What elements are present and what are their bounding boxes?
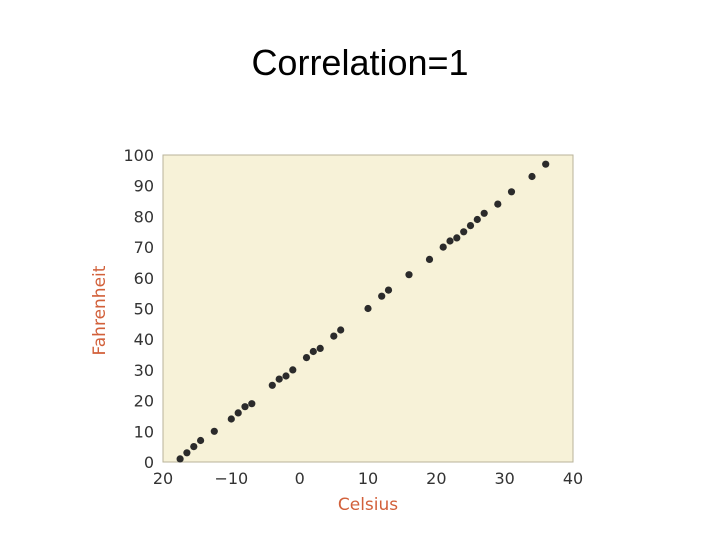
data-point-1 [176, 455, 184, 463]
x-tick-label: −10 [214, 469, 248, 488]
y-tick-labels: 0 10 20 30 40 50 60 70 80 90 100 [123, 146, 154, 472]
data-point-3 [190, 443, 198, 451]
y-tick-label: 70 [134, 238, 154, 257]
data-point-21 [384, 286, 393, 294]
data-point-30 [480, 209, 488, 217]
data-point-6 [227, 415, 235, 423]
y-tick-label: 80 [134, 207, 154, 226]
data-point-20 [378, 292, 386, 300]
y-tick-label: 10 [134, 422, 154, 441]
x-tick-label: 10 [358, 469, 378, 488]
data-point-16 [316, 344, 324, 352]
data-point-5 [210, 427, 218, 435]
y-tick-label: 50 [134, 300, 154, 319]
data-point-31 [494, 200, 502, 208]
data-point-28 [466, 222, 475, 230]
data-point-9 [248, 400, 256, 408]
data-point-13 [289, 366, 297, 374]
y-axis-label: Fahrenheit [90, 265, 110, 355]
data-point-7 [234, 409, 242, 417]
data-point-23 [425, 255, 434, 263]
y-tick-label: 0 [144, 453, 154, 472]
x-tick-label: 40 [563, 469, 583, 488]
data-point-32 [507, 188, 516, 196]
data-point-4 [197, 436, 205, 445]
data-point-2 [183, 449, 191, 457]
data-point-12 [282, 372, 290, 380]
data-point-27 [460, 228, 468, 236]
data-point-34 [542, 160, 550, 168]
data-point-19 [364, 304, 372, 313]
x-tick-label: 20 [426, 469, 446, 488]
data-point-22 [405, 271, 413, 279]
data-point-11 [275, 375, 283, 383]
data-point-26 [453, 234, 461, 242]
x-axis-label: Celsius [338, 495, 398, 515]
data-point-25 [446, 237, 454, 245]
data-point-14 [302, 354, 311, 362]
y-tick-label: 40 [134, 330, 154, 349]
data-point-10 [268, 381, 276, 389]
x-tick-label: 20 [153, 469, 173, 488]
y-tick-label: 30 [134, 361, 154, 380]
data-point-8 [241, 403, 249, 411]
data-point-18 [337, 326, 345, 334]
y-tick-label: 90 [134, 177, 154, 196]
data-points [176, 160, 550, 463]
x-tick-label: 0 [295, 469, 305, 488]
data-point-29 [473, 215, 481, 224]
y-tick-label: 20 [134, 392, 154, 411]
y-tick-label: 100 [123, 146, 154, 165]
x-tick-labels: 20 −10 0 10 20 30 40 [153, 469, 583, 488]
data-point-24 [439, 243, 447, 251]
y-tick-label: 60 [134, 269, 154, 288]
data-point-15 [309, 347, 317, 356]
data-point-17 [330, 332, 338, 340]
slide-title: Correlation=1 [251, 42, 469, 83]
x-tick-label: 30 [494, 469, 514, 488]
data-point-33 [528, 172, 536, 181]
